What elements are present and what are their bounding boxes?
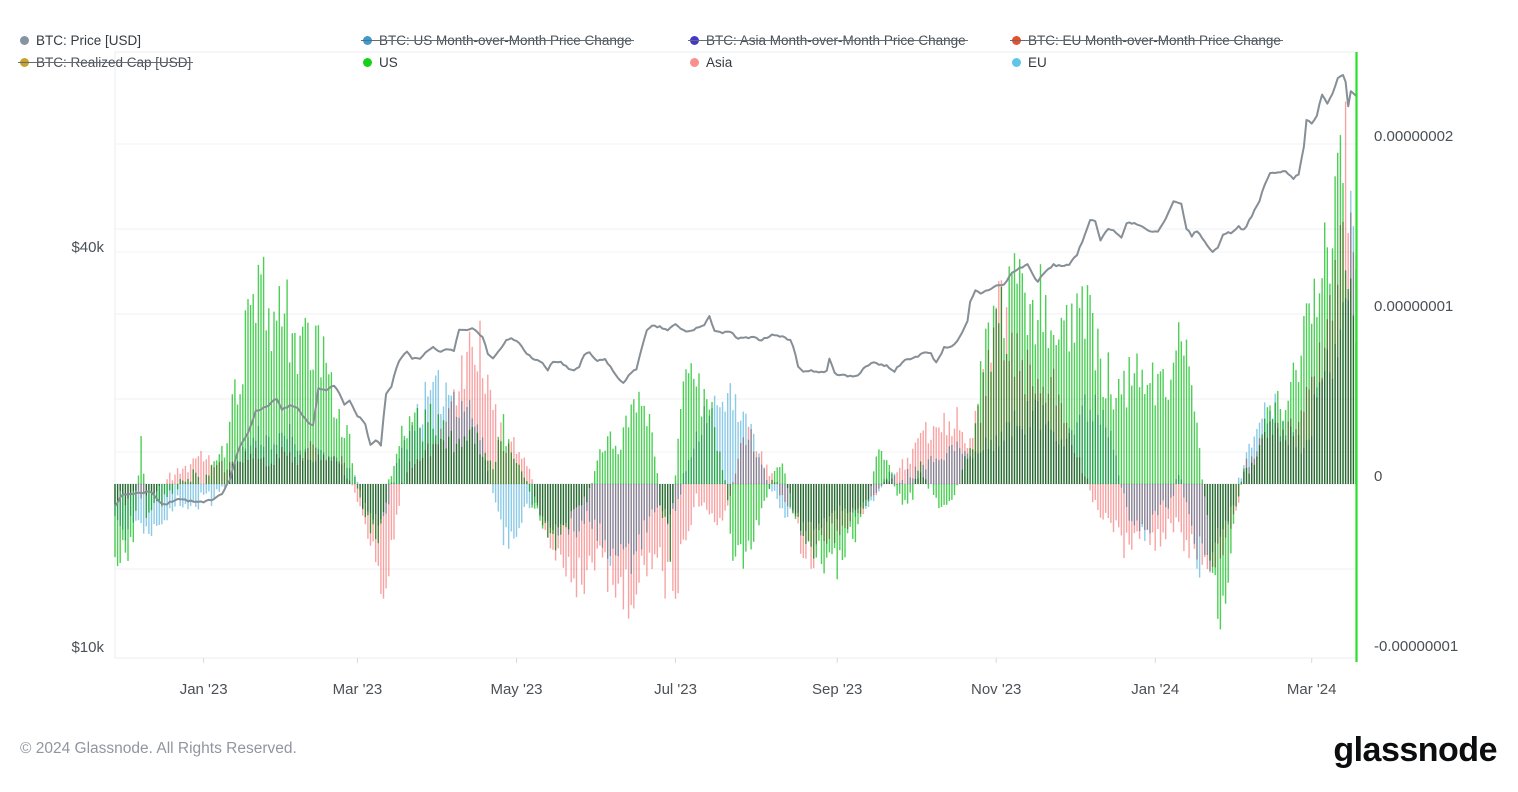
x-axis-tick-label: Sep '23 [811, 681, 863, 698]
legend-item-label: Asia [706, 54, 733, 70]
legend-item-btc-us-month-over-month-price-change[interactable]: BTC: US Month-over-Month Price Change [361, 32, 634, 48]
left-axis-tick-label: $40k [71, 239, 104, 256]
x-axis-tick-label: Jan '23 [179, 681, 228, 698]
glassnode-logo[interactable]: glassnode [1333, 731, 1497, 769]
price-change-chart[interactable] [0, 0, 1518, 720]
x-axis-tick-label: Jan '24 [1131, 681, 1180, 698]
legend-color-dot-icon [20, 35, 29, 45]
x-axis-tick-label: Jul '23 [654, 681, 697, 698]
copyright-text: © 2024 Glassnode. All Rights Reserved. [20, 740, 297, 757]
legend-item-label: US [379, 54, 398, 70]
right-axis-tick-label: 0.00000002 [1374, 128, 1454, 145]
legend-color-dot-icon [20, 57, 29, 67]
legend-color-dot-icon [1012, 35, 1021, 45]
legend-item-btc-realized-cap-usd[interactable]: BTC: Realized Cap [USD] [17, 54, 194, 70]
right-axis-tick-label: 0 [1374, 468, 1383, 485]
us-mom-bars [114, 135, 1357, 630]
legend-item-btc-price-usd[interactable]: BTC: Price [USD] [20, 32, 141, 48]
x-axis-tick-label: Mar '24 [1286, 681, 1337, 698]
legend-item-label: BTC: US Month-over-Month Price Change [379, 32, 632, 48]
legend-item-label: BTC: Realized Cap [USD] [36, 54, 192, 70]
legend-item-us[interactable]: US [363, 54, 398, 70]
legend-item-eu[interactable]: EU [1012, 54, 1047, 70]
btc-price-line [114, 74, 1357, 507]
x-axis-tick-label: Nov '23 [971, 681, 1022, 698]
x-axis-tick-label: Mar '23 [332, 681, 383, 698]
legend-color-dot-icon [690, 35, 699, 45]
legend-color-dot-icon [1012, 57, 1021, 67]
legend-item-label: BTC: Asia Month-over-Month Price Change [706, 32, 966, 48]
legend-color-dot-icon [690, 57, 699, 67]
legend-item-label: EU [1028, 54, 1047, 70]
legend-item-label: BTC: Price [USD] [36, 32, 142, 48]
left-axis-tick-label: $10k [71, 639, 104, 656]
x-axis-tick-label: May '23 [490, 681, 543, 698]
legend-item-label: BTC: EU Month-over-Month Price Change [1028, 32, 1281, 48]
legend-color-dot-icon [363, 57, 372, 67]
legend-item-asia[interactable]: Asia [690, 54, 732, 70]
legend-item-btc-asia-month-over-month-price-change[interactable]: BTC: Asia Month-over-Month Price Change [688, 32, 968, 48]
legend-color-dot-icon [363, 35, 372, 45]
legend-item-btc-eu-month-over-month-price-change[interactable]: BTC: EU Month-over-Month Price Change [1010, 32, 1283, 48]
right-axis-tick-label: 0.00000001 [1374, 298, 1454, 315]
right-axis-tick-label: -0.00000001 [1374, 638, 1459, 655]
